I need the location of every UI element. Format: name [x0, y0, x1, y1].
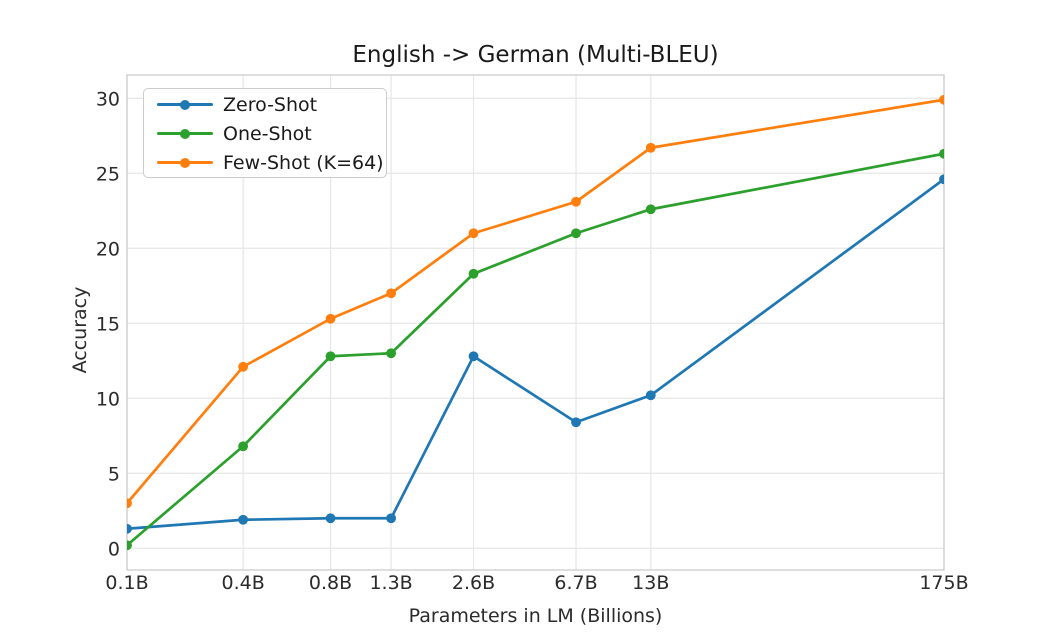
- y-tick-label: 5: [108, 463, 120, 485]
- x-tick-label: 13B: [632, 572, 669, 594]
- data-point: [645, 142, 656, 153]
- data-point: [571, 196, 581, 207]
- x-axis-label: Parameters in LM (Billions): [408, 605, 663, 627]
- data-point: [645, 204, 656, 215]
- data-point: [386, 348, 397, 359]
- y-tick-label: 15: [96, 313, 120, 335]
- legend-item-one-shot: One-Shot: [144, 119, 386, 148]
- x-tick-label: 175B: [919, 572, 968, 594]
- data-point: [238, 514, 249, 525]
- legend-label: One-Shot: [223, 122, 312, 145]
- x-tick-label: 1.3B: [369, 572, 412, 594]
- series-line: [127, 177, 944, 531]
- x-tick-label: 0.4B: [221, 572, 264, 594]
- data-point: [939, 174, 944, 185]
- x-tick-label: 0.1B: [105, 572, 148, 594]
- legend: Zero-Shot One-Shot Few-Shot (K=64): [143, 88, 387, 178]
- data-point: [386, 288, 397, 299]
- data-point: [127, 523, 132, 534]
- x-tick-label: 2.6B: [452, 572, 495, 594]
- data-point: [571, 417, 581, 428]
- data-point: [325, 513, 336, 524]
- data-point: [386, 513, 397, 524]
- data-point: [127, 498, 132, 509]
- y-tick-label: 25: [96, 163, 120, 185]
- data-point: [238, 441, 249, 452]
- data-point: [468, 268, 479, 279]
- y-tick-label: 0: [108, 538, 120, 560]
- series-line: [127, 152, 944, 547]
- legend-label: Zero-Shot: [223, 93, 318, 116]
- legend-label: Few-Shot (K=64): [223, 151, 384, 174]
- zero-shot-line-marker-icon: [157, 90, 213, 119]
- data-point: [325, 351, 336, 362]
- chart-title: English -> German (Multi-BLEU): [352, 42, 719, 68]
- series-group: [127, 94, 944, 551]
- series-line: [127, 98, 944, 505]
- data-point: [645, 390, 656, 401]
- data-point: [127, 540, 132, 551]
- plot-frame: [126, 74, 945, 571]
- legend-item-zero-shot: Zero-Shot: [144, 90, 386, 119]
- data-point: [939, 148, 944, 159]
- data-point: [468, 228, 479, 239]
- data-point: [939, 94, 944, 105]
- data-point: [571, 228, 581, 239]
- x-tick-label: 0.8B: [309, 572, 352, 594]
- x-tick-label: 6.7B: [554, 572, 597, 594]
- legend-item-few-shot: Few-Shot (K=64): [144, 148, 386, 177]
- y-tick-label: 20: [96, 238, 120, 260]
- data-point: [468, 351, 479, 362]
- y-tick-label: 30: [96, 88, 120, 110]
- one-shot-line-marker-icon: [157, 119, 213, 148]
- data-point: [325, 313, 336, 324]
- y-tick-label: 10: [96, 388, 120, 410]
- few-shot-line-marker-icon: [157, 148, 213, 177]
- data-point: [238, 361, 249, 372]
